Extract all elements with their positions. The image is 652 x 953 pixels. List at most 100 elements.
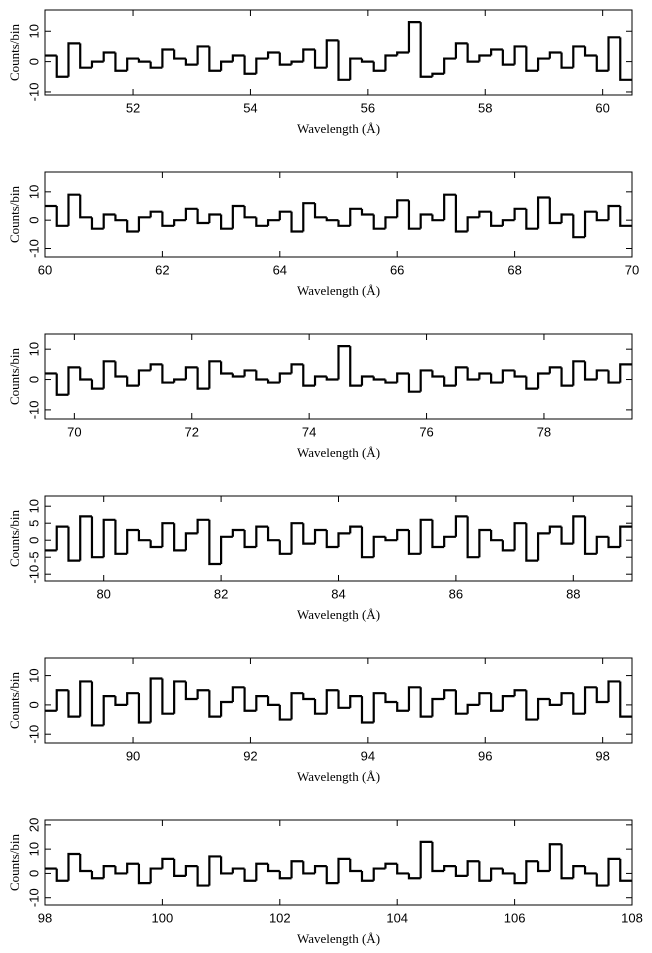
step-bin [337, 40, 351, 81]
y-axis-title: Counts/bin [7, 23, 22, 81]
plot-frame [44, 9, 633, 96]
step-bin [478, 692, 492, 705]
step-bin [443, 535, 456, 547]
step-bin [619, 525, 632, 547]
step-bin [572, 214, 586, 239]
x-axis-title: Wavelength (Å) [297, 445, 380, 460]
step-bin [220, 700, 233, 717]
step-bin [407, 200, 421, 230]
step-bin [443, 865, 456, 871]
step-bin [278, 871, 292, 880]
step-bin [79, 680, 92, 717]
y-tick-label: -10 [26, 888, 41, 907]
step-bin [384, 693, 398, 704]
step-bin [360, 375, 374, 386]
step-bin [396, 863, 409, 875]
step-bin [337, 345, 351, 380]
step-bin [525, 690, 539, 721]
y-tick-label: 10 [26, 499, 41, 513]
step-bin [478, 861, 492, 882]
step-bin [126, 862, 139, 874]
step-bin [231, 54, 245, 62]
step-bin [208, 690, 222, 718]
step-bin [466, 216, 480, 232]
y-tick-label: -5 [26, 551, 41, 563]
step-bin [255, 217, 269, 227]
step-bin [572, 693, 586, 715]
x-tick-label: 64 [273, 262, 287, 277]
step-bin [407, 686, 421, 711]
step-bin [513, 689, 527, 697]
step-bin [431, 841, 445, 873]
step-bin [161, 857, 175, 869]
step-bin [536, 372, 550, 389]
step-bin [384, 379, 398, 384]
step-bin [513, 370, 527, 378]
step-bin [208, 46, 222, 72]
step-bin [255, 370, 269, 381]
step-bin [384, 536, 398, 542]
step-bin [396, 51, 409, 56]
step-bin [431, 72, 445, 77]
step-bin [454, 42, 468, 59]
step-bin [572, 360, 586, 386]
step-bin [173, 858, 186, 877]
y-tick-label: -10 [26, 400, 41, 419]
step-bin [360, 871, 374, 882]
step-bin [313, 375, 327, 386]
step-bin [208, 855, 222, 886]
step-bin [419, 213, 433, 229]
step-bin [325, 217, 339, 222]
plot-frame [44, 171, 633, 258]
plot-frame [44, 657, 633, 744]
step-bin [619, 206, 632, 227]
step-bin [349, 525, 362, 534]
step-bin [90, 379, 104, 390]
step-bin [278, 372, 292, 383]
step-bin [325, 866, 339, 885]
x-tick-label: 84 [331, 586, 345, 601]
step-bin [548, 699, 562, 706]
step-bin [466, 860, 480, 876]
step-bin [454, 515, 468, 537]
step-bin [126, 528, 139, 554]
step-bin [337, 857, 351, 884]
step-bin [102, 213, 116, 229]
step-bin [583, 210, 597, 238]
step-bin [313, 865, 327, 874]
x-tick-label: 60 [595, 100, 609, 115]
step-bin [243, 55, 257, 75]
x-tick-label: 96 [478, 748, 492, 763]
step-bin [548, 197, 562, 225]
step-bin [79, 194, 92, 219]
step-bin [525, 46, 539, 72]
step-bin [243, 369, 257, 377]
x-tick-label: 54 [243, 100, 257, 115]
y-axis-title: Counts/bin [7, 671, 22, 729]
step-bin [290, 692, 304, 720]
step-bin [595, 211, 609, 222]
step-bin [79, 43, 92, 69]
y-tick-label: -10 [26, 83, 41, 102]
step-bin [619, 37, 632, 81]
step-bin [220, 60, 233, 71]
y-tick-label: -10 [26, 725, 41, 744]
step-bin [419, 369, 433, 392]
y-tick-label: 10 [26, 342, 41, 356]
step-bin [525, 208, 539, 230]
step-bin [114, 866, 128, 875]
step-bin [619, 681, 632, 718]
step-bin [137, 369, 151, 386]
step-bin [443, 193, 456, 221]
x-axis-title: Wavelength (Å) [297, 769, 380, 784]
step-bin [266, 219, 280, 226]
step-bin [337, 532, 351, 547]
step-bin [67, 690, 81, 718]
x-axis-title: Wavelength (Å) [297, 607, 380, 622]
step-bin [372, 61, 386, 72]
step-bin [360, 696, 374, 724]
step-bin [619, 858, 632, 882]
step-bin [137, 530, 151, 542]
step-bin [173, 378, 186, 383]
step-bin [243, 868, 257, 882]
